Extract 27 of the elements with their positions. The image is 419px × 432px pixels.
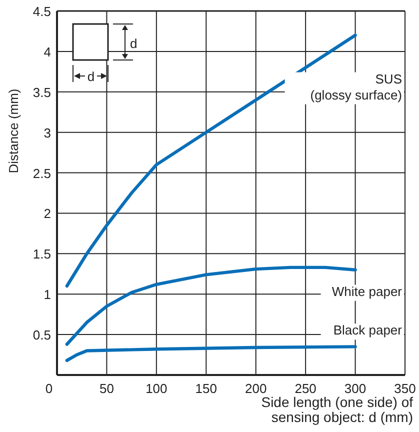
y-tick-label: 2.5 <box>32 166 51 181</box>
y-tick-label: 1.5 <box>32 246 51 262</box>
line-series <box>65 345 357 362</box>
x-tick-label: 150 <box>195 381 217 396</box>
line-series <box>65 34 357 288</box>
x-tick-label: 100 <box>146 381 168 396</box>
y-tick-label: 3.5 <box>32 84 51 100</box>
square-dimension-diagram: d d <box>72 23 138 84</box>
x-axis-title: Side length (one side) of sensing object: d (mm) <box>261 394 414 425</box>
y-tick-label: 0.5 <box>32 328 51 343</box>
y-axis-title: Distance (mm) <box>6 88 21 174</box>
x-tick-label: 300 <box>344 381 366 396</box>
y-tick-label: 1 <box>44 287 51 302</box>
y-tick-label: 2 <box>44 206 51 222</box>
x-tick-label: 0 <box>45 381 53 396</box>
series-label: SUS (glossy surface) <box>310 71 402 102</box>
x-tick-label: 350 <box>394 381 416 396</box>
annotation: d <box>130 36 138 51</box>
x-tick-label: 50 <box>99 381 114 396</box>
x-tick-label: 200 <box>245 381 267 396</box>
series-label: Black paper <box>333 322 403 338</box>
y-tick-label: 3 <box>44 125 51 140</box>
series-label: White paper <box>332 284 403 299</box>
x-tick-label: 250 <box>294 381 316 396</box>
y-tick-label: 4 <box>44 44 51 60</box>
annotation: d <box>87 69 95 84</box>
y-tick-label: 4.5 <box>32 4 51 19</box>
